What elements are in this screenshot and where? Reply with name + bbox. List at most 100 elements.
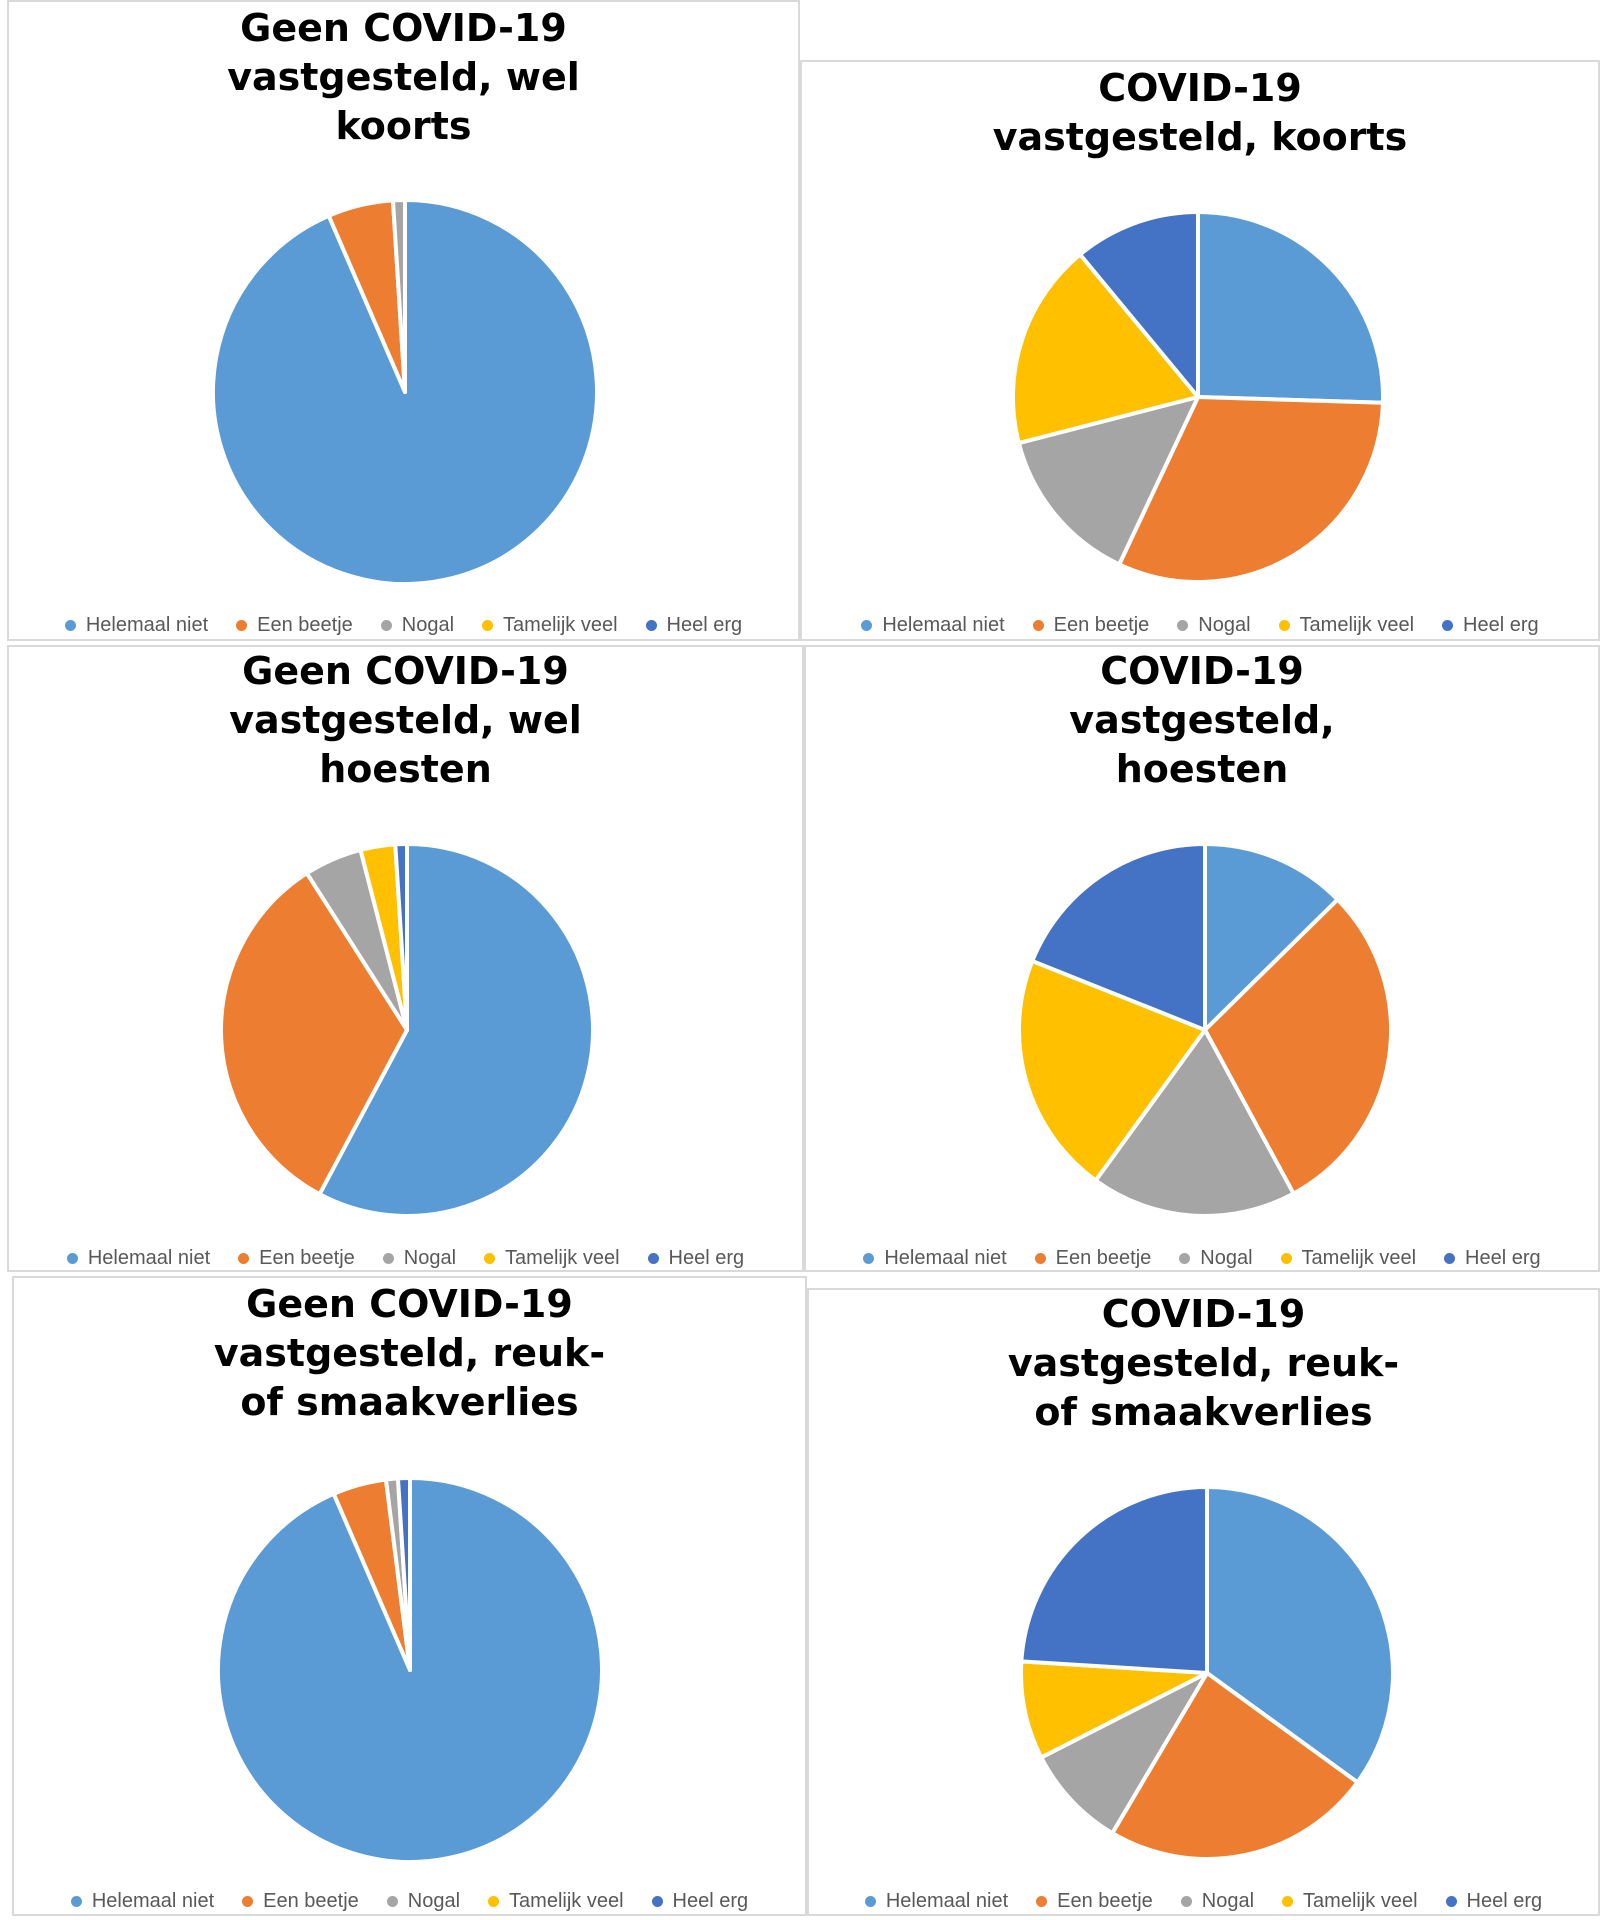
legend-item-tamelijk-veel: Tamelijk veel	[1280, 1247, 1417, 1270]
legend-marker	[238, 1253, 250, 1264]
legend-item-nogal: Nogal	[1177, 614, 1251, 637]
legend-item-tamelijk-veel: Tamelijk veel	[1282, 1890, 1418, 1913]
legend-item-heel-erg: Heel erg	[1445, 1890, 1543, 1913]
pie-slice-heel-erg	[393, 842, 409, 1032]
pie-slice-helemaal-niet	[317, 842, 595, 1218]
legend-marker	[1445, 1896, 1457, 1907]
legend-marker	[382, 1253, 394, 1264]
legend-item-een-beetje: Een beetje	[1036, 1890, 1153, 1913]
legend-item-tamelijk-veel: Tamelijk veel	[482, 614, 618, 637]
chart-legend: Helemaal niet Een beetje Nogal Tamelijk vee…	[802, 614, 1598, 637]
legend-item-een-beetje: Een beetje	[1034, 1247, 1152, 1270]
legend-item-helemaal-niet: Helemaal niet	[863, 1247, 1007, 1270]
legend-item-nogal: Nogal	[382, 1247, 457, 1270]
pie-slice-een-beetje	[1117, 395, 1385, 584]
legend-label: Tamelijk veel	[1301, 1247, 1417, 1269]
legend-item-helemaal-niet: Helemaal niet	[64, 614, 209, 637]
pie-slice-een-beetje	[219, 871, 409, 1197]
legend-marker	[647, 1253, 659, 1264]
pie-slice-heel-erg	[1019, 1485, 1209, 1675]
pie-slice-heel-erg	[1078, 210, 1200, 399]
legend-marker	[861, 620, 873, 631]
pie-chart	[216, 1476, 604, 1864]
legend-marker	[645, 620, 657, 631]
pie-chart	[1019, 1485, 1395, 1861]
pie-slice-een-beetje	[1203, 897, 1393, 1196]
legend-item-een-beetje: Een beetje	[1032, 614, 1150, 637]
chart-legend: Helemaal niet Een beetje Nogal Tamelijk vee…	[9, 614, 798, 637]
legend-label: Een beetje	[1057, 1890, 1153, 1912]
chart-legend: Helemaal niet Een beetje Nogal Tamelijk vee…	[14, 1890, 805, 1913]
chart-panel-1: Geen COVID-19 vastgesteld, wel koorts He…	[7, 0, 800, 641]
legend-item-tamelijk-veel: Tamelijk veel	[484, 1247, 620, 1270]
legend-label: Helemaal niet	[85, 614, 209, 636]
legend-label: Heel erg	[1466, 1890, 1543, 1912]
legend-item-tamelijk-veel: Tamelijk veel	[1278, 614, 1415, 637]
legend-marker	[1442, 620, 1454, 631]
legend-label: Nogal	[401, 614, 455, 636]
legend-label: Helemaal niet	[885, 1890, 1009, 1912]
legend-label: Heel erg	[1465, 1247, 1541, 1269]
pie-slice-helemaal-niet	[1196, 210, 1385, 405]
pie-slice-helemaal-niet	[1205, 1485, 1395, 1785]
legend-label: Nogal	[403, 1247, 457, 1269]
legend-label: Een beetje	[1053, 614, 1150, 636]
legend-marker	[380, 620, 392, 631]
legend-marker	[70, 1896, 82, 1907]
chart-legend: Helemaal niet Een beetje Nogal Tamelijk vee…	[809, 1890, 1598, 1913]
legend-label: Helemaal niet	[882, 614, 1005, 636]
pie-slice-heel-erg	[1030, 842, 1207, 1032]
legend-label: Een beetje	[257, 614, 353, 636]
legend-item-helemaal-niet: Helemaal niet	[864, 1890, 1009, 1913]
chart-title: Geen COVID-19 vastgesteld, reuk- of smaa…	[213, 1282, 606, 1424]
legend-item-een-beetje: Een beetje	[242, 1890, 359, 1913]
chart-panel-4: COVID-19 vastgesteld, hoesten Helemaal n…	[804, 645, 1600, 1272]
legend-marker	[236, 620, 248, 631]
legend-marker	[488, 1896, 500, 1907]
legend-marker	[1278, 620, 1290, 631]
legend-marker	[1282, 1896, 1294, 1907]
legend-item-nogal: Nogal	[1179, 1247, 1253, 1270]
pie-slice-tamelijk-veel	[1011, 252, 1200, 446]
legend-marker	[64, 620, 76, 631]
legend-marker	[1179, 1253, 1191, 1264]
legend-marker	[1036, 1896, 1048, 1907]
legend-item-heel-erg: Heel erg	[647, 1247, 744, 1270]
legend-label: Tamelijk veel	[1299, 614, 1415, 636]
legend-label: Heel erg	[1463, 614, 1539, 636]
pie-slice-nogal	[390, 198, 407, 394]
legend-marker	[386, 1896, 398, 1907]
chart-panel-3: Geen COVID-19 vastgesteld, wel hoesten H…	[7, 645, 804, 1272]
legend-label: Helemaal niet	[884, 1247, 1007, 1269]
legend-label: Een beetje	[259, 1247, 355, 1269]
legend-item-nogal: Nogal	[386, 1890, 461, 1913]
legend-label: Nogal	[1200, 1247, 1253, 1269]
legend-marker	[1280, 1253, 1292, 1264]
pie-slice-nogal	[1016, 395, 1200, 567]
legend-label: Een beetje	[1055, 1247, 1152, 1269]
chart-legend: Helemaal niet Een beetje Nogal Tamelijk vee…	[806, 1247, 1598, 1270]
chart-legend: Helemaal niet Een beetje Nogal Tamelijk vee…	[9, 1247, 802, 1270]
legend-item-helemaal-niet: Helemaal niet	[70, 1890, 214, 1913]
pie-slice-een-beetje	[1110, 1671, 1360, 1861]
legend-item-heel-erg: Heel erg	[1442, 614, 1539, 637]
legend-marker	[1180, 1896, 1192, 1907]
legend-label: Helemaal niet	[87, 1247, 211, 1269]
legend-item-heel-erg: Heel erg	[1444, 1247, 1541, 1270]
legend-label: Nogal	[407, 1890, 461, 1912]
legend-marker	[242, 1896, 254, 1907]
chart-title: COVID-19 vastgesteld, hoesten	[1069, 649, 1335, 791]
legend-label: Tamelijk veel	[1303, 1890, 1418, 1912]
legend-item-tamelijk-veel: Tamelijk veel	[488, 1890, 624, 1913]
legend-item-nogal: Nogal	[1180, 1890, 1254, 1913]
pie-chart	[1011, 210, 1385, 584]
legend-item-helemaal-niet: Helemaal niet	[861, 614, 1005, 637]
legend-marker	[66, 1253, 78, 1264]
legend-item-nogal: Nogal	[380, 614, 455, 637]
legend-marker	[1034, 1253, 1046, 1264]
legend-item-een-beetje: Een beetje	[238, 1247, 355, 1270]
legend-marker	[484, 1253, 496, 1264]
pie-chart	[219, 842, 595, 1218]
chart-title: COVID-19 vastgesteld, koorts	[992, 66, 1408, 159]
legend-item-een-beetje: Een beetje	[236, 614, 353, 637]
